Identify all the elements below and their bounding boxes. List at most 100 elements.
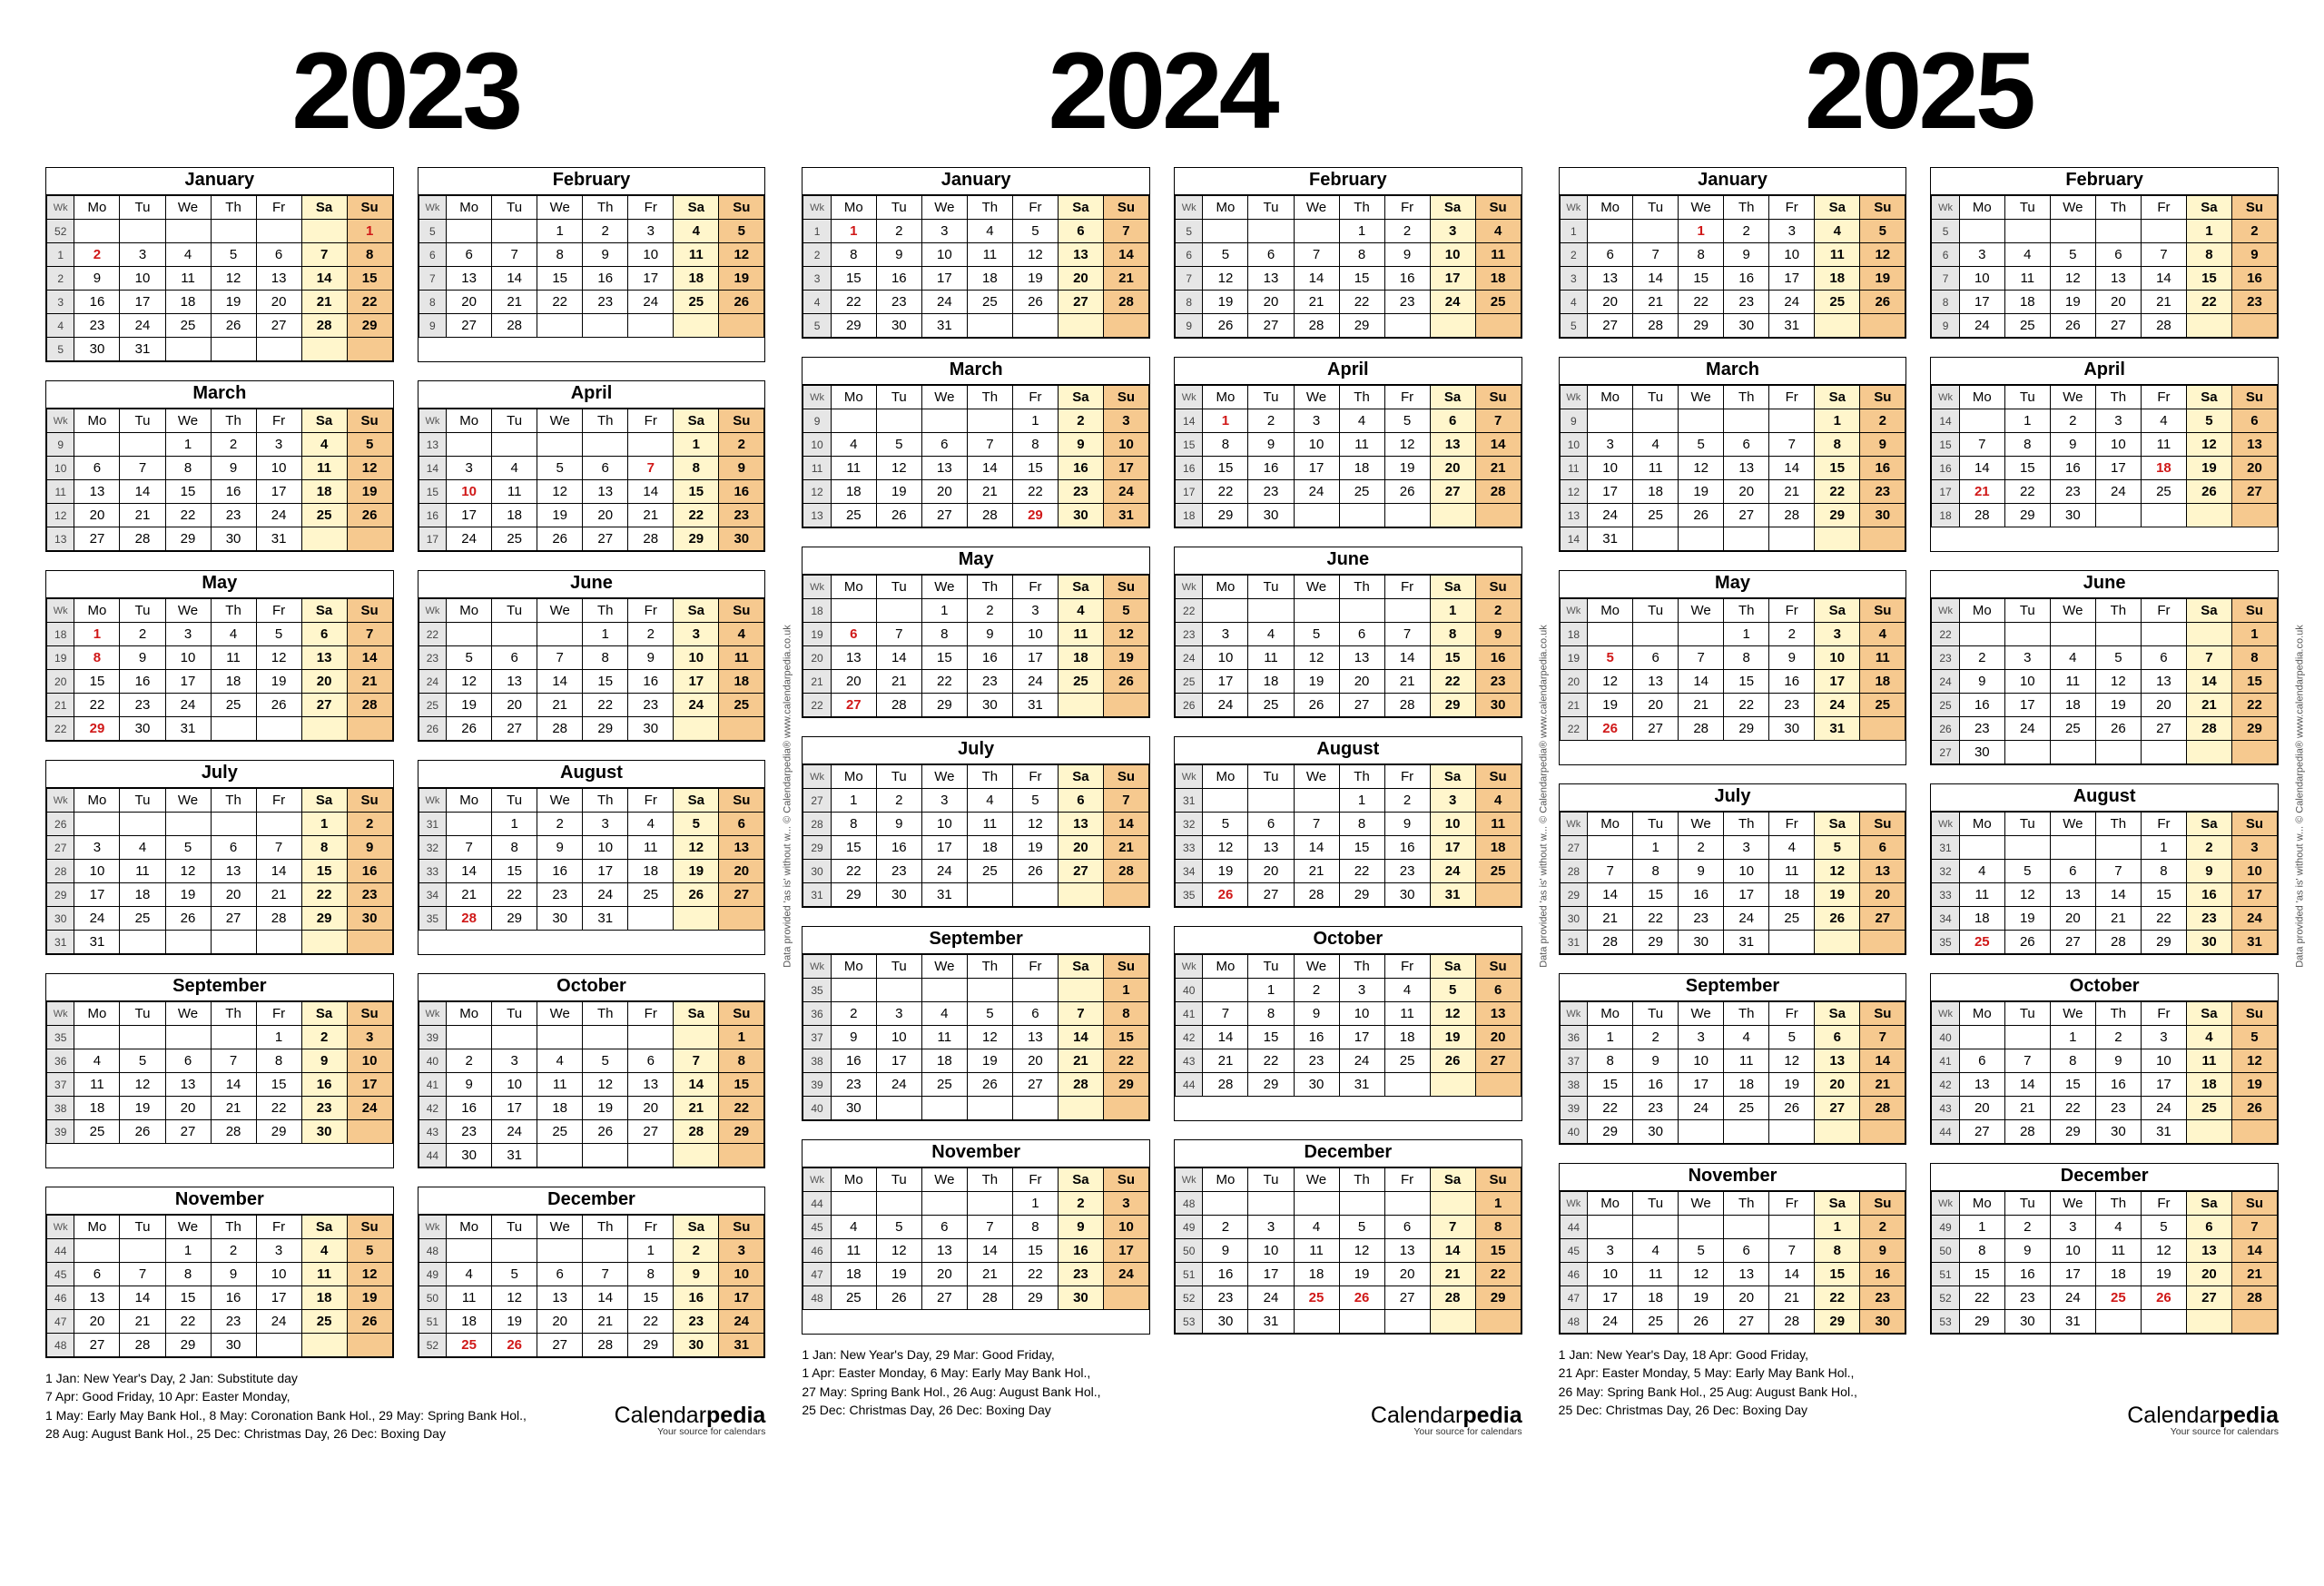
day-header: Tu bbox=[1248, 1168, 1294, 1192]
day-header: Sa bbox=[2186, 599, 2231, 623]
day-cell: 26 bbox=[1588, 717, 1633, 741]
empty-cell bbox=[120, 433, 165, 457]
day-cell: 11 bbox=[1815, 243, 1860, 267]
day-cell: 13 bbox=[1058, 243, 1103, 267]
day-cell: 6 bbox=[74, 457, 120, 480]
day-cell: 20 bbox=[1959, 1097, 2004, 1120]
month-block: FebruaryWkMoTuWeThFrSaSu5123456678910111… bbox=[418, 167, 766, 362]
day-cell: 1 bbox=[2004, 409, 2050, 433]
day-cell: 23 bbox=[1633, 1097, 1679, 1120]
day-cell: 14 bbox=[1430, 1239, 1475, 1263]
day-cell: 16 bbox=[347, 860, 392, 883]
day-header: Sa bbox=[1058, 765, 1103, 789]
day-cell: 18 bbox=[2095, 1263, 2141, 1286]
month-grid: WkMoTuWeThFrSaSu391402345678419101112131… bbox=[419, 1001, 765, 1167]
day-cell: 8 bbox=[1430, 623, 1475, 646]
month-name: July bbox=[1560, 784, 1906, 812]
day-cell: 12 bbox=[1679, 1263, 1724, 1286]
day-header: Fr bbox=[1384, 955, 1430, 979]
week-number: 2 bbox=[1560, 243, 1587, 267]
day-header: We bbox=[165, 789, 211, 813]
day-cell: 22 bbox=[1203, 480, 1248, 504]
day-cell: 5 bbox=[2231, 1026, 2277, 1049]
empty-cell bbox=[1012, 883, 1058, 907]
day-cell: 3 bbox=[2004, 646, 2050, 670]
day-cell: 21 bbox=[967, 1263, 1012, 1286]
day-header: Tu bbox=[2004, 599, 2050, 623]
day-cell: 23 bbox=[876, 860, 921, 883]
empty-cell bbox=[256, 220, 301, 243]
week-number: 49 bbox=[1932, 1216, 1959, 1239]
day-cell: 22 bbox=[1103, 1049, 1148, 1073]
month-block: OctoberWkMoTuWeThFrSaSu40123454167891011… bbox=[1930, 973, 2279, 1145]
month-block: AugustWkMoTuWeThFrSaSu311233245678910331… bbox=[1930, 783, 2279, 955]
day-cell: 13 bbox=[1430, 433, 1475, 457]
day-cell: 25 bbox=[831, 504, 876, 527]
empty-cell bbox=[2095, 836, 2141, 860]
day-cell: 9 bbox=[74, 267, 120, 291]
day-cell: 2 bbox=[1058, 1192, 1103, 1216]
day-cell: 23 bbox=[674, 1310, 719, 1334]
day-cell: 18 bbox=[1475, 836, 1521, 860]
day-cell: 18 bbox=[447, 1310, 492, 1334]
month-block: MayWkMoTuWeThFrSaSu181234195678910112012… bbox=[1559, 570, 1907, 765]
day-cell: 25 bbox=[1248, 694, 1294, 717]
day-header: Sa bbox=[2186, 1002, 2231, 1026]
day-header: Su bbox=[2231, 196, 2277, 220]
day-cell: 29 bbox=[1475, 1286, 1521, 1310]
day-cell: 5 bbox=[876, 433, 921, 457]
day-cell: 6 bbox=[719, 813, 764, 836]
week-number: 52 bbox=[1175, 1286, 1202, 1310]
day-cell: 17 bbox=[1588, 480, 1633, 504]
empty-cell bbox=[2141, 504, 2186, 527]
day-cell: 9 bbox=[1384, 813, 1430, 836]
day-header: We bbox=[1679, 386, 1724, 409]
day-cell: 24 bbox=[674, 694, 719, 717]
day-cell: 25 bbox=[1959, 931, 2004, 954]
month-block: JuneWkMoTuWeThFrSaSu22122334567892410111… bbox=[1174, 547, 1522, 718]
day-cell: 19 bbox=[1679, 1286, 1724, 1310]
day-cell: 30 bbox=[120, 717, 165, 741]
day-header: Sa bbox=[1430, 386, 1475, 409]
day-cell: 22 bbox=[301, 883, 347, 907]
empty-cell bbox=[211, 813, 256, 836]
day-cell: 23 bbox=[2050, 480, 2095, 504]
day-cell: 22 bbox=[831, 860, 876, 883]
day-cell: 8 bbox=[583, 646, 628, 670]
day-cell: 15 bbox=[537, 267, 583, 291]
wk-header: Wk bbox=[1560, 196, 1587, 220]
day-cell: 16 bbox=[1294, 1026, 1339, 1049]
day-cell: 6 bbox=[165, 1049, 211, 1073]
day-cell: 24 bbox=[1103, 480, 1148, 504]
day-cell: 19 bbox=[1203, 860, 1248, 883]
day-header: Sa bbox=[301, 196, 347, 220]
day-cell: 29 bbox=[1012, 1286, 1058, 1310]
day-cell: 24 bbox=[2050, 1286, 2095, 1310]
day-cell: 21 bbox=[1769, 480, 1815, 504]
day-cell: 5 bbox=[447, 646, 492, 670]
day-header: Fr bbox=[2141, 196, 2186, 220]
week-number: 52 bbox=[47, 220, 74, 243]
month-grid: WkMoTuWeThFrSaSu141234567158910111213141… bbox=[1175, 385, 1521, 527]
day-header: Sa bbox=[1430, 765, 1475, 789]
day-cell: 2 bbox=[2231, 220, 2277, 243]
empty-cell bbox=[2004, 1026, 2050, 1049]
day-header: Su bbox=[2231, 599, 2277, 623]
wk-header: Wk bbox=[1560, 599, 1587, 623]
day-header: Th bbox=[2095, 813, 2141, 836]
day-cell: 3 bbox=[74, 836, 120, 860]
day-cell: 2 bbox=[1959, 646, 2004, 670]
month-grid: WkMoTuWeThFrSaSu221232345678249101112131… bbox=[1931, 598, 2278, 764]
month-grid: WkMoTuWeThFrSaSu512346567891011712131415… bbox=[1175, 195, 1521, 338]
empty-cell bbox=[628, 1026, 674, 1049]
empty-cell bbox=[1339, 1310, 1384, 1334]
day-cell: 9 bbox=[1203, 1239, 1248, 1263]
day-cell: 8 bbox=[1588, 1049, 1633, 1073]
day-cell: 1 bbox=[628, 1239, 674, 1263]
empty-cell bbox=[1430, 504, 1475, 527]
day-cell: 24 bbox=[165, 694, 211, 717]
day-cell: 29 bbox=[492, 907, 537, 931]
week-number: 27 bbox=[47, 836, 74, 860]
day-cell: 5 bbox=[719, 220, 764, 243]
empty-cell bbox=[1475, 1310, 1521, 1334]
